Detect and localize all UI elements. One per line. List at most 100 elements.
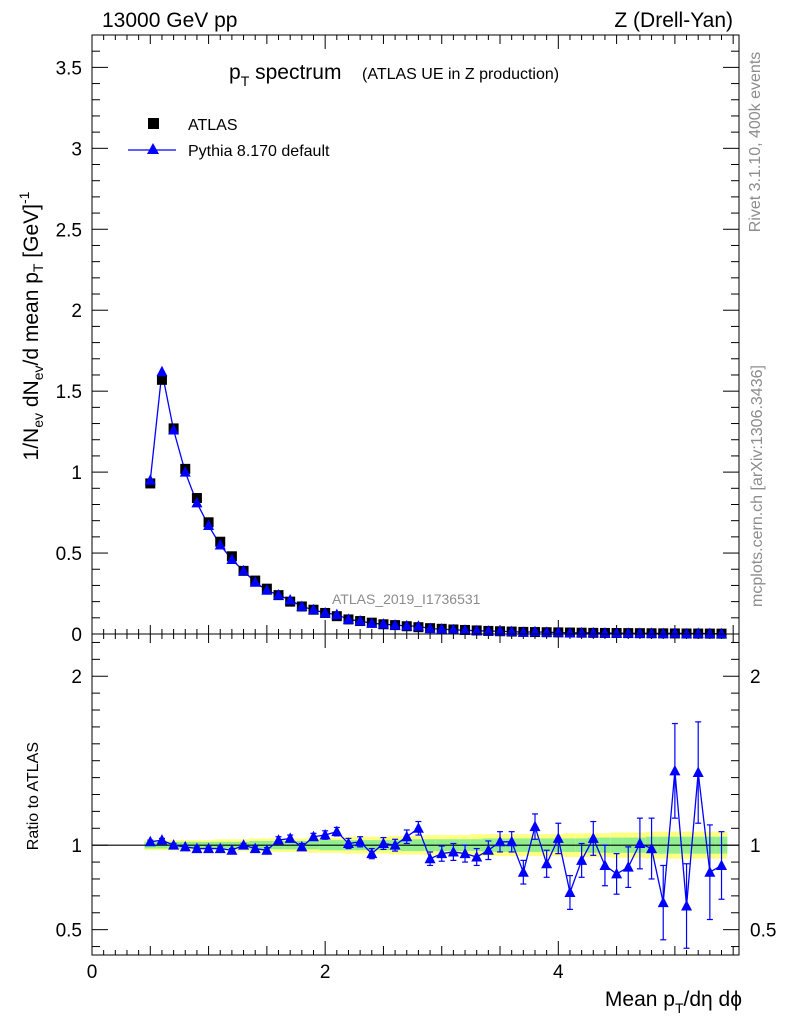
mc-point <box>447 623 459 635</box>
ratio-point <box>401 830 413 842</box>
ratio-point <box>261 844 273 855</box>
ratio-point <box>238 839 250 850</box>
ratio-point <box>482 844 494 855</box>
legend-atlas-label: ATLAS <box>188 117 238 134</box>
mc-point <box>214 538 226 550</box>
mc-point <box>622 627 634 638</box>
mc-point <box>599 627 611 638</box>
ratio-panel: 0 2 4 0.5 0.5 1 1 2 2 <box>56 633 776 983</box>
y-tick-label-top: 1 <box>71 463 82 484</box>
mc-point <box>587 626 599 638</box>
mc-point <box>657 627 669 639</box>
title-rest: spectrum <box>249 61 341 84</box>
title-sub: T <box>241 73 250 89</box>
main-panel: 0 0.5 1 1.5 2 2.5 3 3.5 <box>56 34 740 648</box>
mc-point <box>494 625 506 636</box>
mc-point <box>412 620 424 631</box>
ratio-point <box>599 859 611 870</box>
mc-point <box>226 553 238 565</box>
analysis-tag: ATLAS_2019_I1736531 <box>332 591 481 607</box>
x-axis-title: Mean pT/dη dϕ <box>605 988 742 1016</box>
mcplots-label: mcplots.cern.ch [arXiv:1306.3436] <box>749 365 766 607</box>
mc-point <box>354 615 366 626</box>
mc-point <box>319 606 331 618</box>
mc-point <box>389 619 401 630</box>
ratio-frame <box>91 633 740 956</box>
mc-point <box>331 608 343 620</box>
ratio-point <box>377 837 389 848</box>
ratio-point <box>203 842 215 854</box>
ratio-point <box>459 847 471 859</box>
ratio-point <box>494 835 506 847</box>
ratio-point <box>529 820 541 832</box>
rivet-label: Rivet 3.1.10, 400k events <box>747 52 764 233</box>
ratio-point <box>506 835 518 847</box>
energy-label: 13000 GeV pp <box>102 9 237 32</box>
mc-point <box>611 627 623 638</box>
ratio-point <box>191 842 203 854</box>
mc-point <box>156 365 168 377</box>
y-axis-title-top: 1/Nev dNev/d mean pT [GeV]-1 <box>16 191 46 460</box>
ratio-point <box>214 842 226 854</box>
svg-text:1/Nev dNev/d mean pT [GeV]-1: 1/Nev dNev/d mean pT [GeV]-1 <box>16 191 46 460</box>
ratio-point <box>296 840 308 852</box>
x-tick-label: 2 <box>320 962 331 983</box>
mc-point <box>401 619 413 631</box>
mc-point <box>238 564 250 576</box>
legend: ATLAS Pythia 8.170 default <box>128 117 330 160</box>
ratio-point <box>436 847 448 859</box>
y-axis-title-bottom: Ratio to ATLAS <box>25 742 42 850</box>
legend-mc-label: Pythia 8.170 default <box>188 143 330 160</box>
ratio-point <box>634 837 646 848</box>
y-tick-label-top: 2.5 <box>56 220 82 241</box>
mc-point <box>284 594 296 605</box>
ratio-point <box>342 837 354 848</box>
ratio-point <box>354 835 366 847</box>
y-tick-label-bottom-right: 0.5 <box>750 921 776 942</box>
mc-point <box>191 496 203 508</box>
mc-point <box>273 589 285 600</box>
ratio-point <box>179 840 191 852</box>
y-tick-label-top: 0.5 <box>56 544 82 565</box>
ratio-point <box>517 866 529 877</box>
y-tick-label-top: 2 <box>71 301 82 322</box>
y-tick-label-top: 0 <box>71 625 82 646</box>
x-tick-label: 4 <box>553 962 564 983</box>
y-tick-label-bottom: 0.5 <box>56 921 82 942</box>
ratio-point <box>552 832 564 843</box>
plot-title: pT spectrum (ATLAS UE in Z production) <box>229 61 559 89</box>
x-tick-label: 0 <box>87 962 98 983</box>
atlas-point <box>156 374 167 385</box>
mc-point <box>576 626 588 638</box>
mc-point <box>307 603 319 615</box>
ratio-point <box>657 896 669 908</box>
ratio-point <box>249 842 261 854</box>
mc-point <box>179 466 191 477</box>
mc-point <box>704 627 716 639</box>
ratio-point <box>564 886 576 897</box>
svg-text:Mean pT/dη dϕ: Mean pT/dη dϕ <box>605 988 742 1016</box>
mc-point <box>564 626 576 638</box>
y-tick-label-bottom-right: 1 <box>750 836 761 857</box>
legend-atlas-marker <box>148 118 159 129</box>
ratio-point <box>646 842 658 854</box>
mc-point <box>646 627 658 638</box>
mc-point <box>424 622 436 634</box>
ratio-point <box>611 867 623 879</box>
mc-point <box>342 613 354 624</box>
mc-point <box>436 623 448 634</box>
mc-point <box>203 519 215 531</box>
y-tick-label-top: 3.5 <box>56 58 82 79</box>
ratio-point <box>541 857 553 869</box>
legend-mc-marker <box>147 143 159 154</box>
ratio-point <box>424 852 436 864</box>
y-tick-label-bottom: 1 <box>71 836 82 857</box>
ratio-point <box>284 832 296 843</box>
mc-point <box>366 617 378 628</box>
ratio-point <box>366 847 378 859</box>
y-tick-label-bottom: 2 <box>71 667 82 688</box>
mc-point <box>669 627 681 638</box>
process-label: Z (Drell-Yan) <box>614 9 733 32</box>
title-main: p <box>229 61 241 84</box>
